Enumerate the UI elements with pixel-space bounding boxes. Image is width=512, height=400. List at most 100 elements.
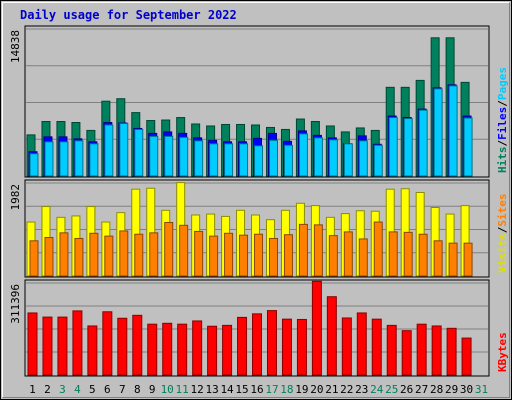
bar-pages-19 [298,133,308,177]
legend-label-sites: Sites [496,194,509,227]
bar-sites-9 [149,232,159,277]
bar-sites-24 [373,221,383,277]
bar-pages-22 [343,143,353,177]
x-tick-label-13: 13 [205,383,218,396]
bar-kbytes-6 [102,311,113,376]
bar-sites-29 [448,242,458,277]
bar-pages-27 [418,109,428,177]
bar-kbytes-4 [72,310,83,376]
bar-pages-2 [44,141,54,177]
legend-label-files: Files [496,107,509,140]
x-tick-label-11: 11 [176,383,189,396]
panel-legend-labels: KBytes [496,332,509,372]
x-tick-label-3: 3 [59,383,66,396]
bar-pages-13 [209,143,219,177]
x-tick-label-15: 15 [235,383,248,396]
panel-legend-labels: Visits/Sites [496,194,509,274]
bar-sites-2 [44,237,54,277]
bar-kbytes-5 [87,325,98,376]
bar-pages-15 [239,143,249,177]
bar-sites-30 [463,242,473,277]
bar-pages-8 [134,128,144,177]
bar-pages-3 [59,141,69,177]
x-tick-label-6: 6 [104,383,111,396]
bar-pages-12 [194,140,204,177]
x-tick-label-18: 18 [280,383,293,396]
x-tick-label-21: 21 [325,383,338,396]
bar-sites-10 [164,222,174,277]
legend-separator: / [496,100,509,107]
bar-kbytes-22 [341,317,352,376]
bar-sites-15 [239,234,249,277]
bar-pages-29 [448,85,458,177]
legend-separator: / [496,226,509,233]
bar-kbytes-26 [401,330,412,376]
legend-label-visits: Visits [496,233,509,273]
bar-kbytes-10 [162,322,173,376]
x-tick-label-24: 24 [370,383,384,396]
legend-label-kbytes: KBytes [496,332,509,372]
bar-kbytes-8 [132,314,143,376]
bar-kbytes-30 [461,337,472,376]
legend-label-pages: Pages [496,67,509,100]
x-tick-label-23: 23 [355,383,368,396]
bar-pages-6 [104,124,114,177]
bar-pages-18 [283,144,293,177]
x-tick-label-25: 25 [385,383,398,396]
bar-sites-6 [104,235,114,277]
bar-pages-9 [149,135,159,177]
x-tick-label-27: 27 [415,383,428,396]
bar-kbytes-15 [237,316,248,376]
x-tick-label-31: 31 [475,383,488,396]
x-tick-label-20: 20 [310,383,323,396]
bar-sites-4 [74,237,84,277]
bar-sites-12 [194,230,204,277]
bar-pages-17 [268,139,278,177]
bar-pages-16 [254,145,264,177]
x-tick-label-14: 14 [220,383,234,396]
chart-title: Daily usage for September 2022 [20,8,237,22]
x-tick-label-5: 5 [89,383,96,396]
panel-max-label: 311396 [9,284,22,324]
bar-sites-3 [59,232,69,277]
x-tick-label-16: 16 [250,383,263,396]
x-tick-label-8: 8 [134,383,141,396]
bar-sites-14 [224,232,234,277]
bar-sites-21 [328,235,338,277]
bar-pages-20 [313,137,323,177]
bar-pages-11 [179,136,189,177]
x-tick-label-22: 22 [340,383,353,396]
bar-sites-13 [209,235,219,277]
bar-kbytes-14 [222,324,233,376]
bar-kbytes-16 [252,313,263,376]
bar-pages-1 [29,153,39,177]
bar-sites-26 [403,231,413,277]
bar-sites-28 [433,240,443,277]
bar-kbytes-12 [192,320,203,376]
bar-sites-18 [283,234,293,277]
bar-sites-5 [89,232,99,277]
bar-sites-11 [179,224,189,277]
bar-kbytes-17 [266,310,277,376]
x-tick-label-17: 17 [265,383,278,396]
bar-pages-25 [388,117,398,177]
x-tick-label-26: 26 [400,383,413,396]
x-tick-label-19: 19 [295,383,308,396]
bar-kbytes-28 [431,325,442,376]
x-tick-label-30: 30 [460,383,473,396]
bar-pages-24 [373,144,383,177]
bar-pages-14 [224,143,234,177]
bar-kbytes-24 [371,318,382,376]
x-tick-label-1: 1 [29,383,36,396]
bar-sites-27 [418,233,428,277]
bar-kbytes-25 [386,324,397,376]
bar-sites-7 [119,230,129,277]
bar-kbytes-19 [296,318,307,376]
bar-sites-16 [254,233,264,277]
x-tick-label-9: 9 [149,383,156,396]
x-tick-label-28: 28 [430,383,443,396]
panel-legend-labels: Hits/Files/Pages [496,67,509,173]
bar-kbytes-21 [326,296,337,376]
